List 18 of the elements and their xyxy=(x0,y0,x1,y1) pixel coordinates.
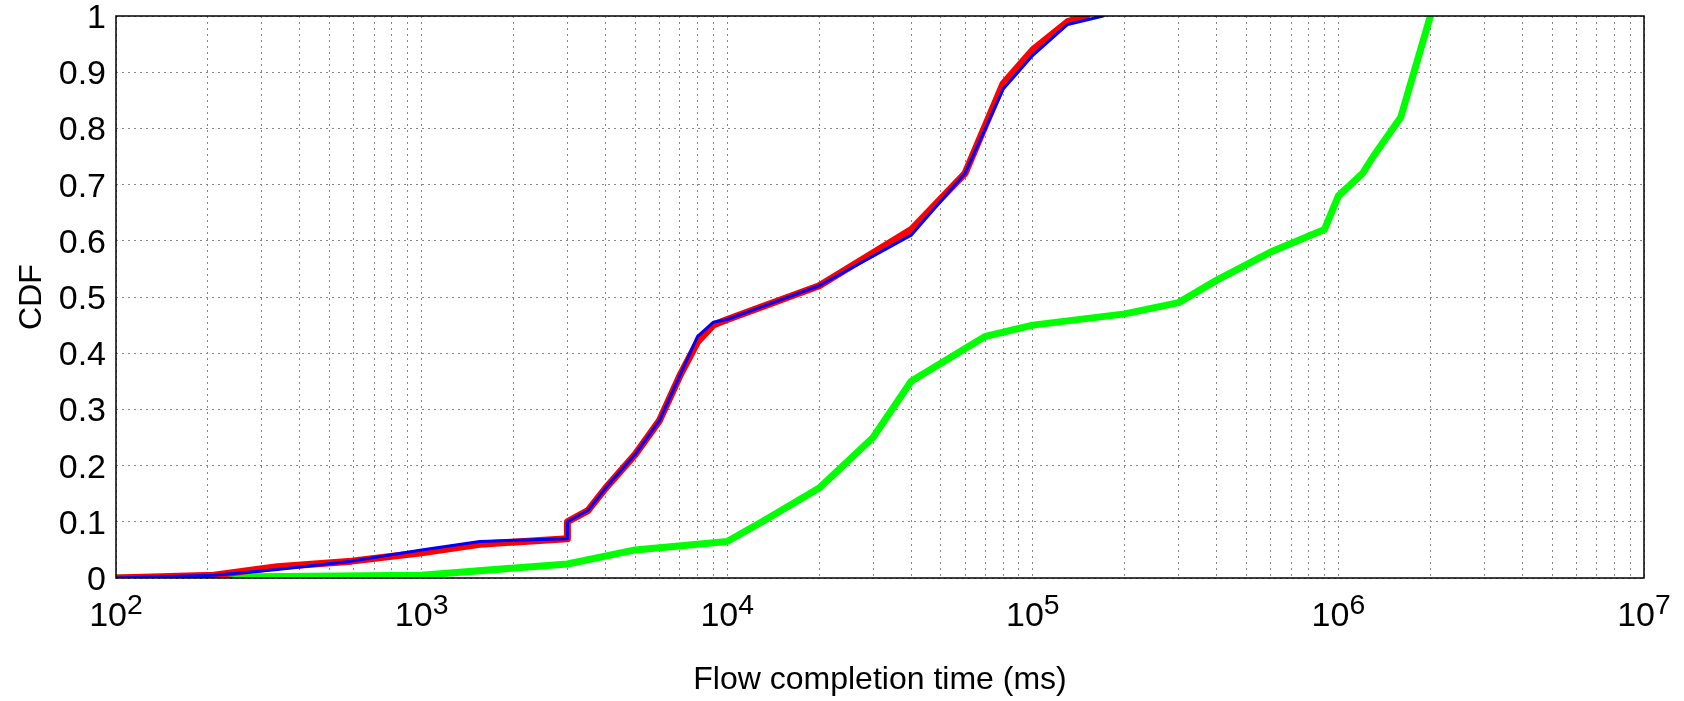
y-tick-label: 0.5 xyxy=(58,278,106,316)
x-tick-label: 10$^{6}$ xyxy=(1311,588,1366,634)
x-tick-label: 10$^{7}$ xyxy=(1617,588,1671,634)
y-tick-label: 0.7 xyxy=(58,165,106,204)
y-tick-label: 0.6 xyxy=(58,221,106,260)
x-tick-label: 10$^{5}$ xyxy=(1006,588,1060,634)
y-tick-label: 0.2 xyxy=(58,446,106,485)
y-tick-label: 0.8 xyxy=(58,109,106,148)
y-tick-label: 0.4 xyxy=(58,334,106,373)
x-axis-title: Flow completion time (ms) xyxy=(693,660,1067,696)
x-tick-label: 10$^{4}$ xyxy=(700,588,754,634)
y-tick-label: 0.9 xyxy=(58,53,106,92)
y-axis-title: CDF xyxy=(12,264,48,330)
y-tick-label: 0.3 xyxy=(58,390,106,429)
y-tick-label: 0.1 xyxy=(58,502,106,541)
y-tick-label: 0 xyxy=(87,559,106,597)
x-tick-label: 10$^{3}$ xyxy=(394,588,449,634)
y-tick-label: 1 xyxy=(87,0,106,35)
